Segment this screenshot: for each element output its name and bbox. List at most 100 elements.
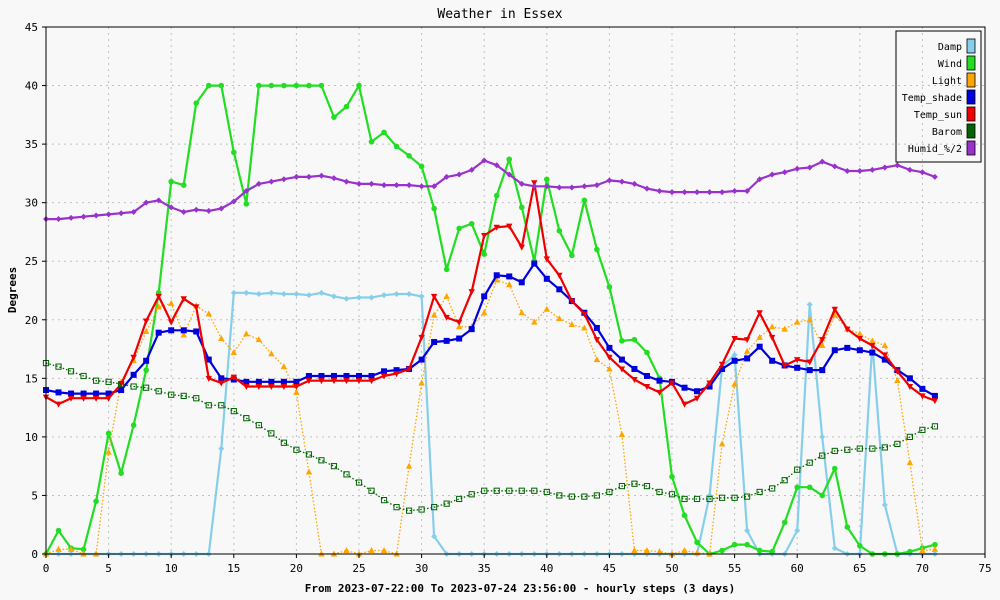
data-point-light [105, 448, 112, 455]
data-point-humid-2 [869, 166, 876, 173]
legend-label-barom: Barom [932, 127, 962, 138]
y-tick-label: 15 [25, 372, 38, 385]
data-point-humid-2 [93, 212, 100, 219]
data-point-light [556, 315, 563, 322]
data-point-damp [218, 445, 225, 452]
data-point-barom [881, 444, 888, 451]
data-point-light [518, 309, 525, 316]
data-point-wind [781, 519, 788, 526]
data-point-humid-2 [669, 189, 675, 196]
data-point-humid-2 [794, 165, 801, 172]
data-point-light [405, 462, 413, 469]
data-point-temp-sun [593, 337, 601, 344]
data-point-temp-sun [844, 326, 851, 333]
data-point-barom [844, 446, 851, 453]
data-point-humid-2 [168, 204, 175, 211]
data-point-humid-2 [343, 178, 350, 185]
data-point-temp-shade [769, 357, 776, 364]
data-point-barom [180, 392, 187, 399]
data-point-humid-2 [706, 189, 713, 196]
data-point-humid-2 [481, 157, 488, 164]
data-point-temp-shade [180, 327, 187, 334]
data-point-temp-sun [142, 318, 150, 325]
data-point-temp-sun [205, 375, 212, 382]
data-point-temp-shade [356, 372, 362, 379]
data-point-barom [255, 422, 262, 429]
data-point-barom [769, 485, 776, 492]
data-point-temp-shade [118, 387, 125, 394]
data-point-wind [506, 156, 513, 163]
data-point-light [443, 292, 450, 299]
data-point-light [243, 330, 250, 337]
data-point-temp-shade [656, 377, 663, 384]
data-point-light [781, 325, 788, 332]
data-point-light [931, 545, 939, 552]
data-point-damp [881, 501, 888, 508]
data-point-humid-2 [769, 171, 776, 178]
data-point-light [831, 311, 838, 318]
data-point-damp [831, 545, 838, 552]
data-point-damp [280, 291, 287, 298]
data-point-damp [343, 295, 350, 302]
data-point-temp-shade [318, 372, 325, 379]
data-point-humid-2 [593, 182, 600, 189]
data-point-wind [619, 338, 625, 344]
data-point-temp-shade [869, 349, 876, 356]
data-point-barom [405, 507, 413, 514]
data-point-barom [243, 415, 250, 422]
data-point-barom [744, 493, 751, 500]
data-point-humid-2 [80, 213, 87, 220]
data-point-temp-sun [768, 334, 776, 341]
data-point-wind [544, 176, 550, 183]
data-point-light [168, 299, 175, 306]
data-point-temp-shade [618, 356, 625, 363]
data-point-humid-2 [781, 169, 788, 176]
data-point-humid-2 [406, 182, 413, 189]
data-point-temp-sun [756, 310, 763, 317]
x-tick-label: 5 [105, 562, 112, 575]
data-point-wind [644, 349, 650, 356]
data-point-wind [756, 547, 763, 554]
data-point-humid-2 [881, 164, 888, 171]
data-point-temp-shade [593, 324, 600, 331]
data-point-damp [255, 291, 262, 298]
data-point-barom [280, 439, 287, 446]
data-point-light [681, 546, 688, 553]
data-point-light [368, 546, 375, 553]
data-point-temp-sun [518, 244, 525, 251]
data-point-temp-shade [543, 275, 550, 282]
data-point-temp-sun [743, 337, 751, 344]
data-point-humid-2 [418, 183, 425, 190]
data-point-humid-2 [806, 164, 813, 171]
data-point-light [155, 303, 162, 310]
data-point-light [568, 320, 576, 327]
data-point-wind [80, 546, 87, 553]
data-point-barom [330, 463, 338, 470]
data-point-light [180, 331, 187, 338]
data-point-temp-sun [168, 319, 175, 326]
data-point-temp-sun [418, 334, 425, 341]
data-point-temp-shade [218, 375, 225, 382]
data-point-humid-2 [694, 189, 701, 196]
data-point-barom [105, 378, 112, 385]
data-point-temp-shade [193, 328, 200, 335]
data-point-damp [381, 292, 388, 299]
data-point-light [631, 546, 638, 553]
data-point-humid-2 [205, 207, 212, 214]
data-point-light [493, 276, 500, 283]
data-point-barom [118, 381, 125, 388]
data-point-humid-2 [356, 180, 362, 187]
data-point-barom [718, 494, 726, 501]
data-point-wind [180, 182, 187, 188]
data-point-temp-sun [343, 378, 350, 385]
data-point-barom [794, 466, 801, 473]
data-point-humid-2 [243, 187, 250, 194]
data-point-humid-2 [493, 162, 500, 169]
data-point-barom [305, 451, 313, 458]
data-point-temp-shade [531, 260, 538, 267]
data-point-barom [506, 487, 513, 494]
data-point-wind [93, 498, 99, 505]
data-point-wind [406, 153, 412, 159]
data-point-temp-sun [305, 378, 313, 385]
data-point-wind [256, 82, 262, 89]
